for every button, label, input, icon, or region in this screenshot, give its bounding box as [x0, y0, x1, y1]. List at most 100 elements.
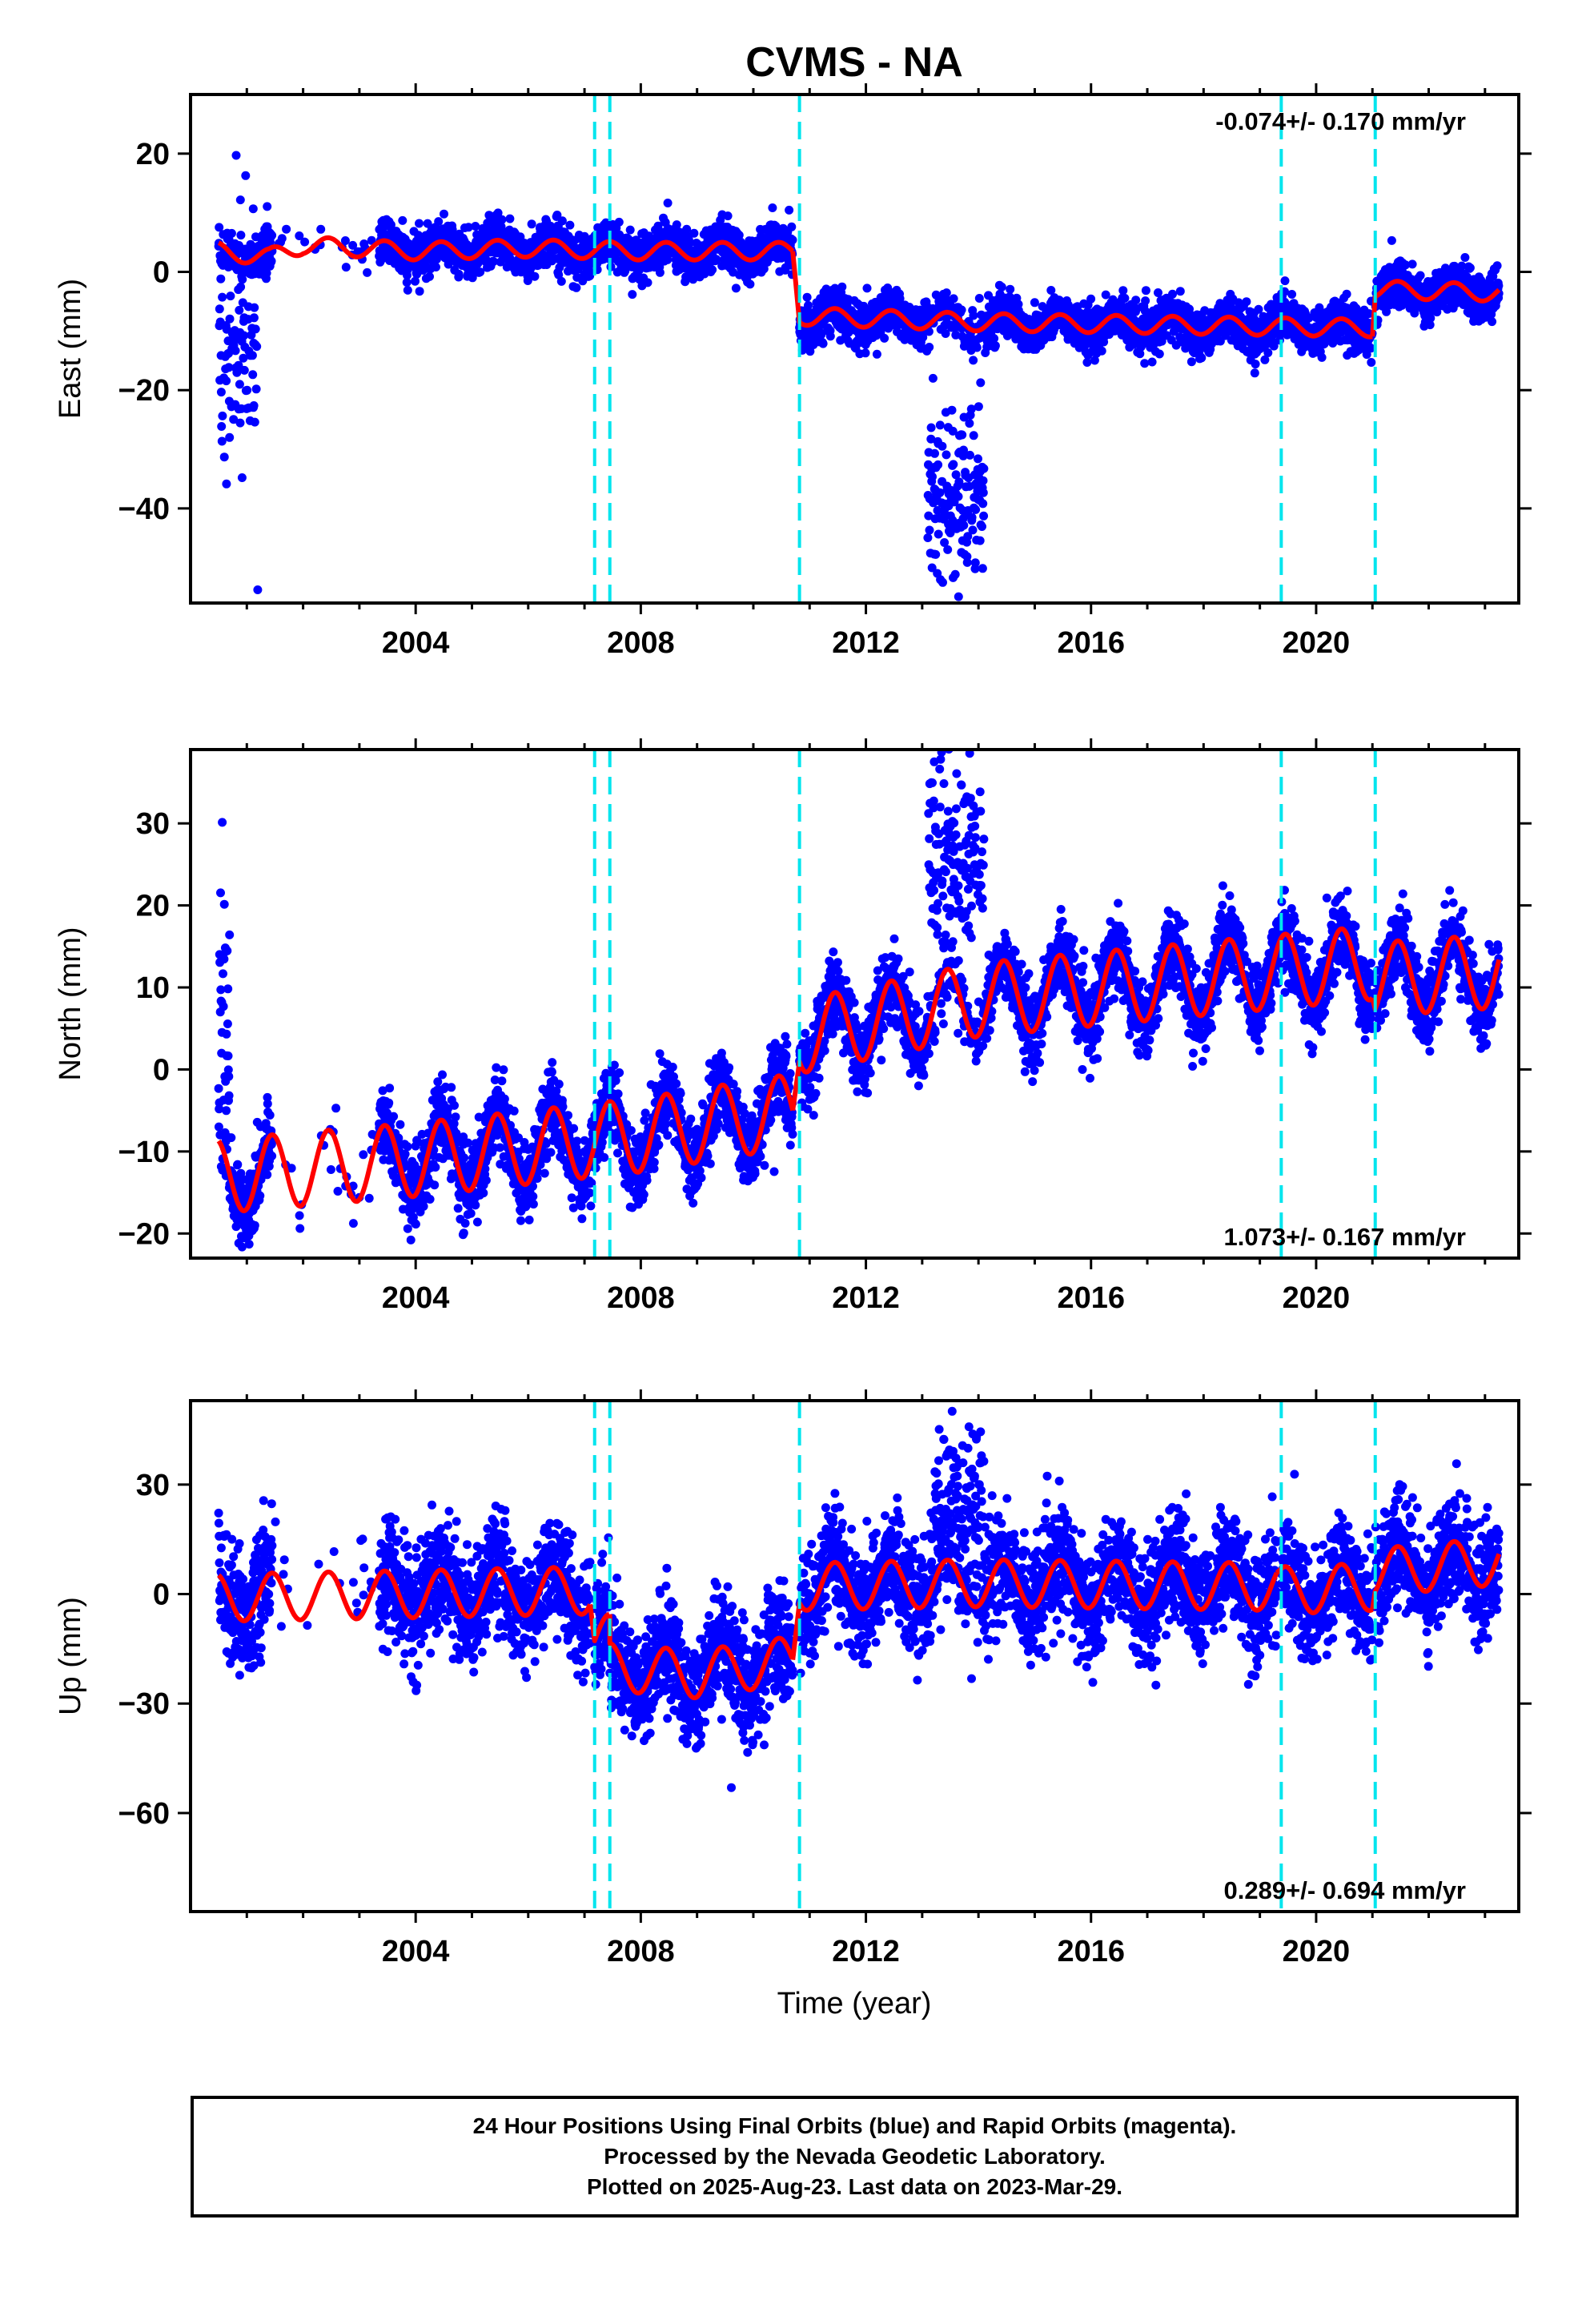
data-point: [950, 569, 960, 579]
data-point: [978, 476, 988, 485]
data-point: [267, 231, 277, 240]
data-point: [925, 525, 934, 535]
data-point: [565, 220, 575, 230]
data-point: [942, 288, 951, 298]
data-point: [975, 536, 985, 545]
data-point: [1082, 358, 1092, 367]
data-point: [222, 479, 231, 489]
data-point: [1250, 368, 1259, 378]
data-point: [235, 305, 244, 315]
data-point: [979, 511, 989, 521]
data-point: [947, 405, 957, 415]
data-point: [505, 214, 515, 223]
data-point: [934, 529, 943, 539]
data-point: [941, 329, 950, 338]
data-point: [943, 545, 953, 554]
data-point: [972, 343, 982, 352]
data-point: [787, 222, 797, 231]
data-point: [954, 592, 963, 601]
data-point: [948, 426, 958, 436]
data-point: [1494, 281, 1504, 291]
data-point: [974, 294, 984, 303]
data-point: [1488, 317, 1497, 327]
data-point: [226, 292, 235, 301]
data-point: [489, 257, 498, 266]
data-point: [402, 278, 412, 287]
data-point: [1147, 357, 1157, 367]
x-axis-label: Time (year): [777, 1987, 932, 2020]
east-frame: [189, 93, 1520, 605]
data-point: [949, 294, 958, 304]
data-point: [248, 370, 258, 380]
data-point: [1175, 287, 1185, 296]
data-point: [1154, 288, 1162, 297]
data-point: [968, 525, 978, 535]
data-point: [802, 292, 812, 302]
data-point: [805, 347, 815, 356]
data-point: [672, 220, 681, 230]
data-point: [572, 283, 581, 292]
data-point: [958, 430, 967, 440]
data-point: [966, 450, 974, 460]
data-point: [962, 557, 972, 567]
data-point: [440, 209, 448, 219]
data-point: [978, 488, 988, 497]
data-point: [225, 432, 235, 442]
data-point: [1090, 356, 1099, 365]
data-point: [227, 228, 236, 238]
data-point: [1086, 294, 1096, 304]
data-point: [1366, 344, 1375, 353]
data-point: [218, 411, 227, 420]
data-point: [218, 292, 227, 302]
data-point: [1030, 298, 1039, 308]
data-point: [1460, 253, 1470, 262]
data-point: [628, 290, 637, 300]
data-point: [974, 402, 983, 412]
data-point: [768, 203, 777, 212]
data-point: [723, 211, 733, 221]
data-point: [229, 415, 239, 424]
data-point: [398, 215, 408, 225]
data-point: [1242, 297, 1251, 307]
data-point: [225, 314, 235, 324]
data-point: [1492, 261, 1502, 271]
data-point: [946, 529, 955, 537]
data-point: [1317, 352, 1327, 362]
data-point: [923, 533, 933, 542]
data-point: [216, 274, 226, 283]
data-point: [951, 470, 961, 480]
data-point: [1197, 353, 1207, 363]
data-point: [990, 334, 999, 344]
data-point: [464, 223, 473, 232]
data-point: [253, 585, 263, 594]
data-point: [248, 204, 258, 214]
data-point: [300, 237, 310, 247]
data-point: [1154, 349, 1164, 359]
data-point: [959, 445, 968, 455]
data-point: [1251, 360, 1260, 369]
data-point: [1342, 289, 1351, 299]
data-point: [949, 460, 958, 469]
data-point: [215, 304, 224, 314]
data-point: [872, 349, 881, 359]
data-point: [963, 532, 973, 541]
east-plot-area: [214, 94, 1504, 603]
data-point: [625, 225, 635, 235]
data-point: [239, 353, 248, 363]
data-point: [818, 339, 828, 348]
data-point: [1120, 293, 1130, 303]
data-point: [231, 151, 241, 160]
data-point: [959, 521, 969, 530]
data-point: [927, 563, 937, 573]
data-point: [967, 513, 977, 522]
data-point: [434, 217, 444, 227]
data-point: [415, 287, 424, 296]
data-point: [954, 492, 963, 501]
data-point: [1254, 304, 1263, 314]
east-model-line: [790, 251, 1374, 340]
data-point: [250, 417, 259, 427]
data-point: [940, 538, 950, 547]
data-point: [966, 404, 976, 414]
data-point: [237, 473, 247, 482]
data-point: [1168, 289, 1177, 299]
